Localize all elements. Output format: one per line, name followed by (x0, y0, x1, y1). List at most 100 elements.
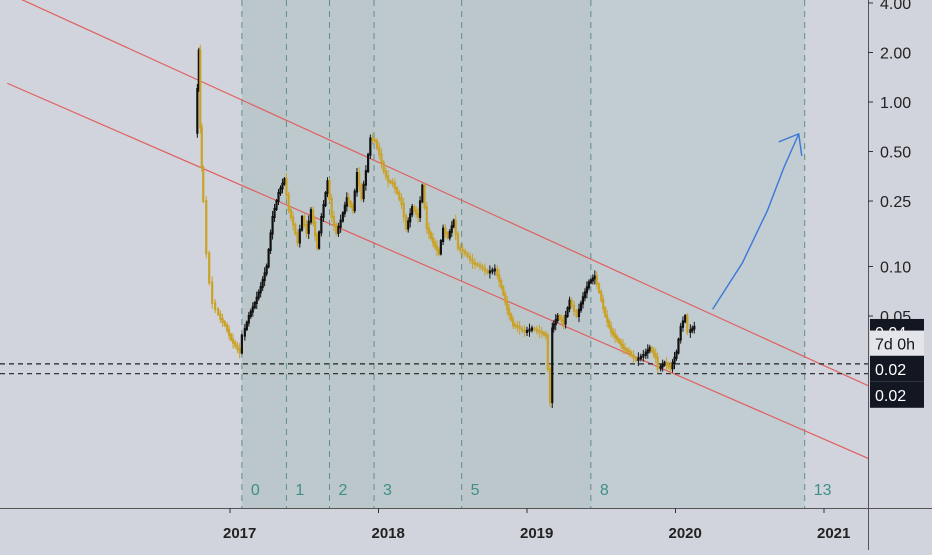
candle-body (289, 209, 292, 219)
candle-body (650, 346, 653, 353)
candle-body (367, 153, 370, 173)
candle-body (554, 319, 557, 326)
candle-body (644, 351, 647, 356)
candle-body (577, 308, 581, 318)
candle-body (448, 230, 451, 239)
candle-body (661, 363, 664, 368)
candle-body (581, 296, 585, 305)
candle-body (533, 327, 536, 331)
candle-body (669, 365, 672, 370)
candle-body (525, 329, 529, 333)
candle-body (202, 166, 205, 203)
candle-body (391, 181, 394, 185)
candle-body (307, 220, 310, 234)
candle-body (614, 333, 617, 338)
candle-body (214, 301, 217, 311)
candle-body (283, 178, 286, 185)
candle-body (597, 283, 601, 293)
candle-body (225, 324, 229, 331)
candle-body (558, 315, 561, 320)
candle-body (621, 344, 625, 349)
candle-body (677, 338, 680, 354)
candle-body (200, 126, 203, 169)
candle-body (691, 327, 694, 332)
candle-body (395, 187, 399, 194)
price-badge (870, 355, 924, 382)
candle-body (608, 320, 611, 328)
candle-body (587, 281, 590, 289)
candle-body (362, 183, 365, 200)
candle-body (347, 197, 350, 204)
candle-body (686, 315, 689, 333)
candle-body (548, 367, 552, 404)
candle-body (689, 329, 692, 333)
candle-body (411, 205, 414, 216)
price-tick-label: 0.10 (880, 260, 911, 277)
candle-body (393, 182, 396, 190)
candle-body (305, 223, 308, 234)
candle-body (591, 277, 594, 282)
time-tick-label: 2017 (223, 525, 256, 542)
candle-body (510, 313, 513, 321)
candle-body (646, 349, 649, 354)
candle-body (312, 209, 315, 224)
candle-body (675, 351, 678, 359)
candle-body (247, 315, 250, 324)
price-badge-label: 0.02 (875, 388, 906, 405)
candle-body (281, 182, 284, 190)
candle-body (423, 184, 426, 209)
candle-body (330, 198, 333, 218)
candle-body (583, 291, 587, 299)
candle-body (351, 205, 354, 212)
candle-body (656, 356, 659, 370)
price-tick-label: 0.50 (880, 145, 911, 162)
candle-body (496, 268, 499, 277)
candle-body (679, 325, 682, 341)
candle-body (454, 219, 457, 236)
candle-body (219, 313, 222, 320)
candle-body (208, 252, 211, 284)
channel-line-upper (21, 0, 868, 387)
candle-body (380, 153, 383, 164)
candle-body (358, 172, 361, 187)
candle-body (615, 335, 619, 341)
candle-body (627, 349, 631, 354)
candle-body (429, 232, 433, 239)
candle-body (271, 215, 274, 235)
candle-body (659, 365, 662, 370)
candle-body (223, 321, 226, 327)
candle-body (579, 302, 583, 311)
candle-body (324, 192, 327, 207)
candle-body (551, 327, 554, 404)
price-badge (870, 330, 924, 357)
candle-body (673, 356, 676, 365)
candle-body (637, 357, 640, 362)
fib-zone-label: 1 (295, 482, 304, 499)
channel-line-lower (7, 82, 868, 459)
candle-body (512, 318, 515, 327)
candle-body (546, 334, 549, 370)
candle-body (486, 269, 489, 274)
candle-body (500, 280, 503, 289)
candle-body (595, 275, 598, 286)
candle-body (199, 49, 202, 129)
candle-body (516, 324, 519, 328)
candle-body (466, 252, 469, 258)
candle-body (243, 328, 246, 337)
candle-body (217, 308, 220, 316)
candle-body (316, 234, 319, 249)
candle-body (520, 327, 524, 332)
candle-body (435, 245, 439, 251)
candle-body (450, 225, 453, 233)
candle-body (528, 328, 531, 332)
candle-body (566, 307, 569, 317)
candle-body (623, 346, 627, 351)
candle-body (300, 215, 304, 231)
candle-body (593, 275, 596, 280)
candle-body (267, 248, 270, 268)
candle-body (417, 212, 420, 218)
candle-body (461, 248, 464, 253)
candle-body (404, 215, 408, 230)
candle-body (421, 184, 424, 203)
